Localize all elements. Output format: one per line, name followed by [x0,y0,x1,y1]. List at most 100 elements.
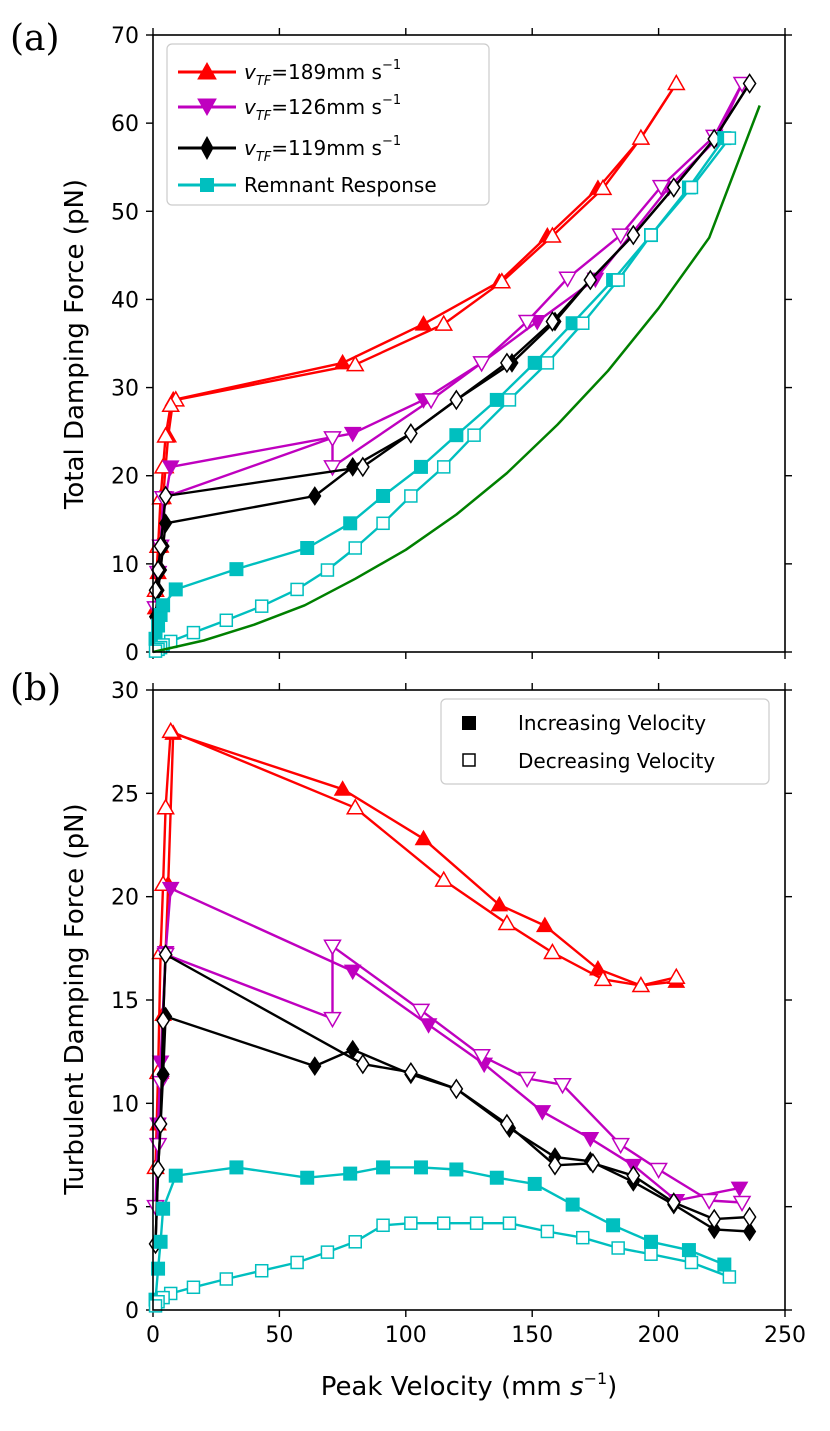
data-point [732,1195,752,1213]
panel-a-series [146,73,761,658]
data-point [644,228,658,242]
data-point [434,314,454,331]
data-point [644,1247,658,1261]
legend-a: vTF=189mm s−1 vTF=126mm s−1 vTF=119mm s−… [166,43,490,206]
legend-b-box [440,698,770,785]
data-point [345,355,365,372]
data-point [743,1221,757,1242]
y-tick-label: 20 [111,886,139,911]
data-point [168,1168,183,1183]
y-tick-label: 5 [125,1196,139,1221]
data-point [489,1170,504,1185]
data-point [254,1263,269,1278]
data-point [343,426,362,443]
series-line [154,953,750,1244]
data-point [436,1216,451,1230]
data-point [153,1113,168,1135]
series-line [154,730,677,1168]
data-point [156,426,175,443]
data-point [161,881,180,898]
data-point [681,1243,696,1258]
data-point [500,352,514,374]
data-point [467,428,481,442]
series-line [154,887,740,1207]
data-point [411,1003,431,1020]
data-point [413,459,428,474]
data-point [722,131,737,145]
data-point [449,1078,464,1100]
data-point [533,1105,552,1121]
data-point [300,540,315,555]
data-point [593,969,613,987]
data-point [548,1154,562,1176]
data-point [219,1272,234,1286]
data-point [576,316,590,330]
y-tick-label: 70 [111,24,139,49]
data-point [581,1131,600,1148]
data-point [323,939,342,956]
data-point [535,916,554,933]
data-point [376,488,391,503]
data-point [707,1208,722,1230]
series-remnant-decreasing [148,1216,737,1313]
data-point [156,598,171,613]
y-tick-label: 0 [125,641,139,666]
series-v-tf-119-decreasing [148,73,757,601]
data-point [585,1152,600,1174]
data-point [403,1061,418,1083]
data-point [611,228,630,245]
data-point [543,226,562,243]
data-point [219,613,234,628]
data-point [684,1255,699,1270]
data-point [343,1166,358,1181]
data-point [403,423,418,444]
data-point [730,1181,749,1198]
legend-a-entry-126: vTF=126mm s−1 [178,93,401,124]
data-point [320,563,335,577]
data-point [308,486,322,506]
series-v-tf-119-increasing [148,1006,757,1254]
data-point [500,1113,514,1135]
y-axis-label-b: Turbulent Damping Force (pN) [60,803,90,1195]
data-point [156,1064,170,1085]
data-point [404,1216,418,1230]
data-point [333,780,352,796]
series-v-tf-189-increasing [146,724,686,1174]
data-point [376,1218,390,1233]
svg-text:vTF=189mm s−1: vTF=189mm s−1 [244,58,401,89]
svg-text:Increasing Velocity: Increasing Velocity [518,711,706,735]
x-tick-label: 100 [385,1323,427,1348]
data-point [320,1245,335,1259]
svg-text:Remnant Response: Remnant Response [244,173,437,197]
data-point [156,1010,171,1032]
data-point [355,1053,370,1075]
data-point [348,541,362,555]
data-point [308,1056,322,1077]
data-point [151,559,165,581]
data-point [290,582,304,597]
data-point [346,456,360,477]
series-remnant-increasing [148,1160,732,1307]
svg-text:vTF=119mm s−1: vTF=119mm s−1 [244,134,401,165]
data-point [376,1160,391,1175]
data-point [593,178,613,196]
data-point [545,311,560,332]
data-point [553,1077,572,1095]
y-tick-label: 50 [111,200,139,225]
data-point [158,944,173,965]
data-point [565,1197,580,1212]
y-tick-label: 25 [111,782,139,807]
legend-b-entry-increasing: Increasing Velocity [462,711,706,735]
data-point [343,964,362,981]
legend-b-entry-decreasing: Decreasing Velocity [462,749,715,773]
legend-diamond-icon [200,135,214,161]
data-point [576,1230,590,1245]
data-point [649,1162,668,1179]
svg-text:Decreasing Velocity: Decreasing Velocity [518,749,715,773]
data-point [254,599,269,613]
data-point [490,895,509,912]
series-reference-curve [152,105,761,654]
filled-square-icon [462,716,476,730]
panel-b-series [146,721,757,1313]
data-point [414,829,433,846]
